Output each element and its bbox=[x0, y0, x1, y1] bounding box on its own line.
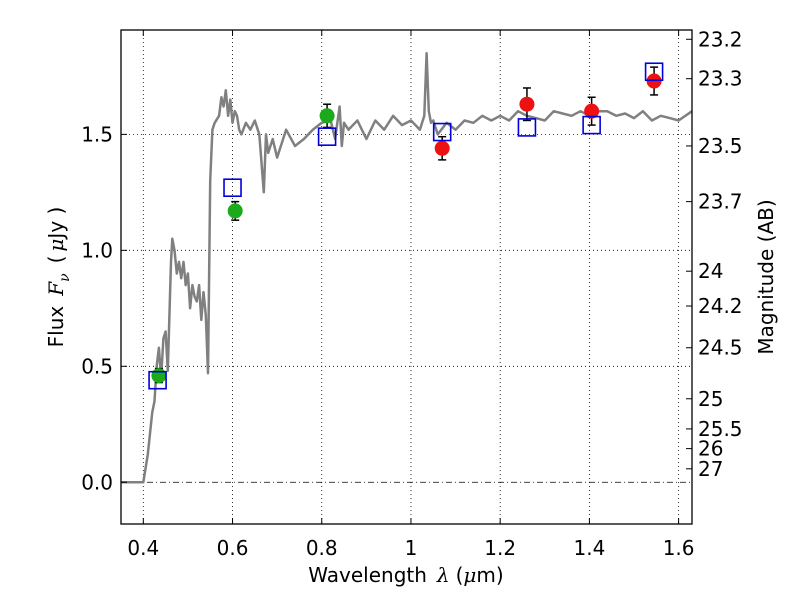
green-data-point bbox=[319, 108, 335, 124]
model-photometry-square bbox=[148, 370, 167, 390]
magnitude-tick-label: 23.7 bbox=[698, 190, 743, 214]
x-tick-label: 1.6 bbox=[663, 536, 695, 560]
magnitude-tick-label: 25 bbox=[698, 387, 723, 411]
plot-layer bbox=[121, 51, 693, 484]
magnitude-tick-label: 24.5 bbox=[698, 336, 743, 360]
x-tick-label: 1.2 bbox=[484, 536, 516, 560]
magnitude-tick-label: 23.2 bbox=[698, 27, 743, 51]
y-tick-label: 0.5 bbox=[81, 354, 113, 378]
x-tick-label: 0.8 bbox=[306, 536, 338, 560]
model-photometry-square bbox=[223, 178, 242, 198]
y-tick-label: 1.5 bbox=[81, 122, 113, 146]
x-tick-label: 0.6 bbox=[217, 536, 249, 560]
plot-frame bbox=[120, 29, 693, 525]
model-photometry-square bbox=[517, 118, 537, 137]
magnitude-tick-label: 26 bbox=[698, 437, 723, 461]
y-tick-label: 0.0 bbox=[81, 470, 113, 494]
model-photometry-square bbox=[432, 122, 452, 142]
magnitude-tick-label: 27 bbox=[698, 457, 723, 481]
right-axis-title: Magnitude (AB) bbox=[754, 199, 778, 354]
grid-layer bbox=[121, 30, 692, 524]
x-tick-label: 0.4 bbox=[127, 536, 159, 560]
magnitude-tick-label: 23.5 bbox=[698, 134, 743, 158]
magnitude-tick-label: 23.3 bbox=[698, 67, 743, 91]
model-photometry-square bbox=[582, 115, 601, 135]
green-data-point bbox=[227, 203, 243, 219]
green-data-point bbox=[151, 368, 167, 384]
model-photometry-square bbox=[317, 127, 337, 146]
red-data-point bbox=[434, 140, 450, 156]
red-data-point bbox=[519, 96, 535, 112]
magnitude-tick-label: 24 bbox=[698, 259, 723, 283]
sed-template-line bbox=[121, 51, 693, 484]
x-tick-label: 1.4 bbox=[573, 536, 605, 560]
model-photometry-square bbox=[644, 62, 664, 82]
x-axis-title: Wavelength λ (μm) bbox=[308, 563, 503, 587]
x-tick-label: 1 bbox=[405, 536, 418, 560]
y-axis-title: FluxFν(μJy ) bbox=[44, 207, 73, 348]
red-data-point bbox=[584, 103, 600, 119]
tick-layer: 0.4 0.6 0.8 1 1.2 1.4 1.6 0.0 0.5 1.0 1.5 23.2 23.3 2… bbox=[81, 27, 742, 560]
magnitude-tick-label: 24.2 bbox=[698, 294, 743, 318]
magnitude-tick-label: 25.5 bbox=[698, 417, 743, 441]
y-tick-label: 1.0 bbox=[81, 238, 113, 262]
